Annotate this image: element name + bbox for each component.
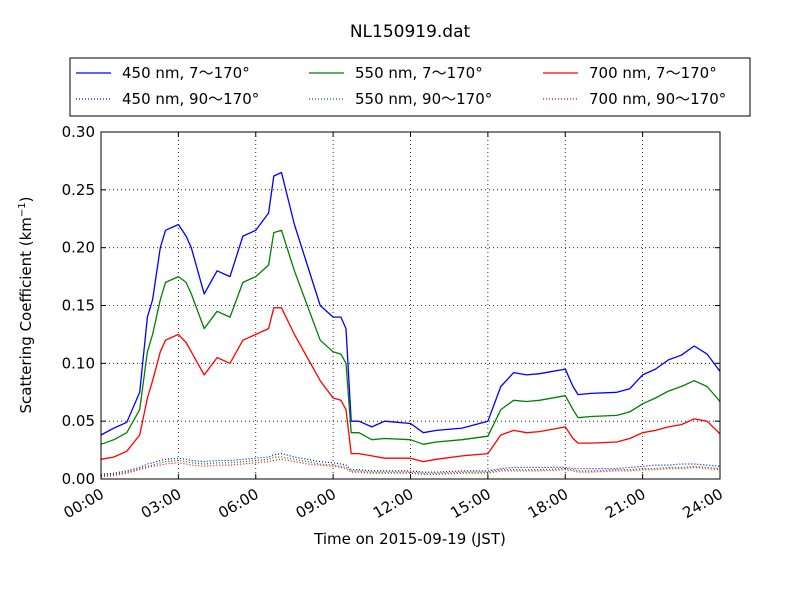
y-axis-label-main: Scattering Coefficient (km [17, 217, 35, 413]
y-axis-label-end: ) [17, 196, 35, 202]
y-tick-labels: 0.00 0.05 0.10 0.15 0.20 0.25 0.30 [62, 123, 95, 488]
series-layer [100, 171, 721, 478]
y-tick-label: 0.15 [62, 297, 95, 315]
axis-ticks [100, 131, 721, 480]
series-line-6 [100, 458, 721, 478]
legend-label: 700 nm, 7～170° [589, 64, 717, 82]
legend-items: 450 nm, 7～170° 450 nm, 90～170° 550 nm, 7～1… [76, 64, 726, 108]
y-tick-label: 0.25 [62, 181, 95, 199]
legend-label: 450 nm, 90～170° [122, 90, 259, 108]
x-axis-label: Time on 2015-09-19 (JST) [313, 530, 506, 548]
y-axis-label: Scattering Coefficient (km−1) [17, 196, 35, 413]
y-axis-label-sup: −1 [17, 202, 28, 217]
legend-label: 700 nm, 90～170° [589, 90, 726, 108]
y-tick-label: 0.00 [62, 470, 95, 488]
y-tick-label: 0.20 [62, 239, 95, 257]
legend-label: 550 nm, 90～170° [355, 90, 492, 108]
legend-box [69, 57, 751, 117]
series-line-2 [100, 453, 721, 475]
chart-title: NL150919.dat [350, 22, 471, 42]
y-tick-label: 0.05 [62, 412, 95, 430]
series-line-5 [100, 307, 721, 463]
legend-label: 450 nm, 7～170° [122, 64, 250, 82]
legend-label: 550 nm, 7～170° [355, 64, 483, 82]
series-line-3 [100, 229, 721, 445]
series-line-1 [100, 171, 721, 436]
y-tick-label: 0.10 [62, 354, 95, 372]
series-line-4 [100, 456, 721, 477]
y-tick-label: 0.30 [62, 123, 95, 141]
legend: 450 nm, 7～170° 450 nm, 90～170° 550 nm, 7～1… [69, 57, 751, 117]
